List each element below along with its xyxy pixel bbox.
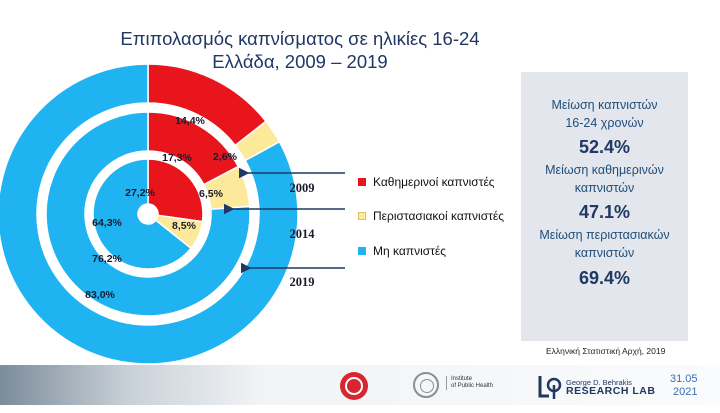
institute-line2: of Public Health	[451, 383, 494, 389]
research-lab-line1: George D. Behrakis	[566, 378, 632, 387]
legend-swatch-occasional	[358, 212, 366, 220]
legend-item-daily: Καθημερινοί καπνιστές	[358, 175, 495, 189]
red-circle-logo	[340, 372, 368, 400]
stat-value-daily: 47.1%	[578, 202, 631, 222]
slice-2009-daily	[147, 158, 204, 223]
legend-label-non-smokers: Μη καπνιστές	[373, 244, 447, 258]
chart-title-line2: Ελλάδα, 2009 – 2019	[212, 51, 388, 72]
chart-title-line1: Επιπολασμός καπνίσματος σε ηλικίες 16-24	[120, 28, 480, 49]
slice-2019-non-smokers	[0, 63, 299, 365]
research-lab-mark-icon	[538, 376, 562, 399]
legend-label-occasional: Περιστασιακοί καπνιστές	[373, 209, 504, 223]
stat-value-occasional: 69.4%	[578, 268, 631, 288]
stat-label-daily-line2: καπνιστών	[574, 181, 635, 195]
label-2009-occasional: 8,5%	[172, 220, 197, 232]
legend-label-daily: Καθημερινοί καπνιστές	[373, 175, 495, 189]
stat-value-total: 52.4%	[578, 137, 631, 157]
source-note: Ελληνική Στατιστική Αρχή, 2019	[546, 346, 666, 356]
stat-label-occasional: Μείωση περιστασιακών καπνιστών	[521, 226, 688, 262]
stat-label-daily: Μείωση καθημερινών καπνιστών	[521, 161, 688, 197]
stat-label-total-line1: Μείωση καπνιστών	[551, 98, 658, 112]
legend-swatch-non-smokers	[358, 247, 366, 255]
stats-panel: Μείωση καπνιστών 16-24 χρονών 52.4% Μείω…	[521, 72, 688, 341]
date-tag: 31.05 2021	[670, 373, 698, 399]
red-logo-mark-icon	[345, 377, 363, 395]
university-seal-icon	[413, 372, 439, 398]
label-2009-daily: 27,2%	[125, 187, 155, 199]
year-label-2009: 2009	[290, 181, 315, 195]
year-label-2014: 2014	[290, 227, 316, 241]
research-lab-name: George D. Behrakis RESEARCH LAB	[566, 378, 655, 396]
label-2014-occasional: 6,5%	[199, 188, 224, 200]
stat-label-daily-line1: Μείωση καθημερινών	[545, 163, 664, 177]
stat-label-total: Μείωση καπνιστών 16-24 χρονών	[521, 96, 688, 132]
research-lab-line2: RESEARCH LAB	[566, 385, 656, 397]
date-line1: 31.05	[670, 373, 698, 385]
date-line2: 2021	[673, 386, 698, 398]
legend-item-occasional: Περιστασιακοί καπνιστές	[358, 209, 504, 223]
institute-line1: Institute	[451, 376, 473, 382]
label-2019-daily: 14,4%	[175, 115, 205, 127]
institute-logo-text: Institute of Public Health	[446, 376, 495, 390]
label-2014-daily: 17,3%	[162, 152, 192, 164]
slice-2014-non-smokers	[45, 111, 251, 317]
legend-swatch-daily	[358, 178, 366, 186]
stat-label-total-line2: 16-24 χρονών	[565, 116, 644, 130]
legend-item-non-smokers: Μη καπνιστές	[358, 244, 446, 258]
stat-label-occasional-line1: Μείωση περιστασιακών	[539, 228, 670, 242]
label-2019-non-smokers: 83,0%	[85, 289, 115, 301]
label-2014-non-smokers: 76,2%	[92, 253, 122, 265]
year-label-2019: 2019	[290, 275, 315, 289]
stat-label-occasional-line2: καπνιστών	[574, 246, 635, 260]
label-2009-non-smokers: 64,3%	[92, 217, 122, 229]
slice-2009-non-smokers	[92, 158, 193, 270]
label-2019-occasional: 2,6%	[213, 151, 238, 163]
chart-title: Επιπολασμός καπνίσματος σε ηλικίες 16-24…	[90, 27, 510, 73]
